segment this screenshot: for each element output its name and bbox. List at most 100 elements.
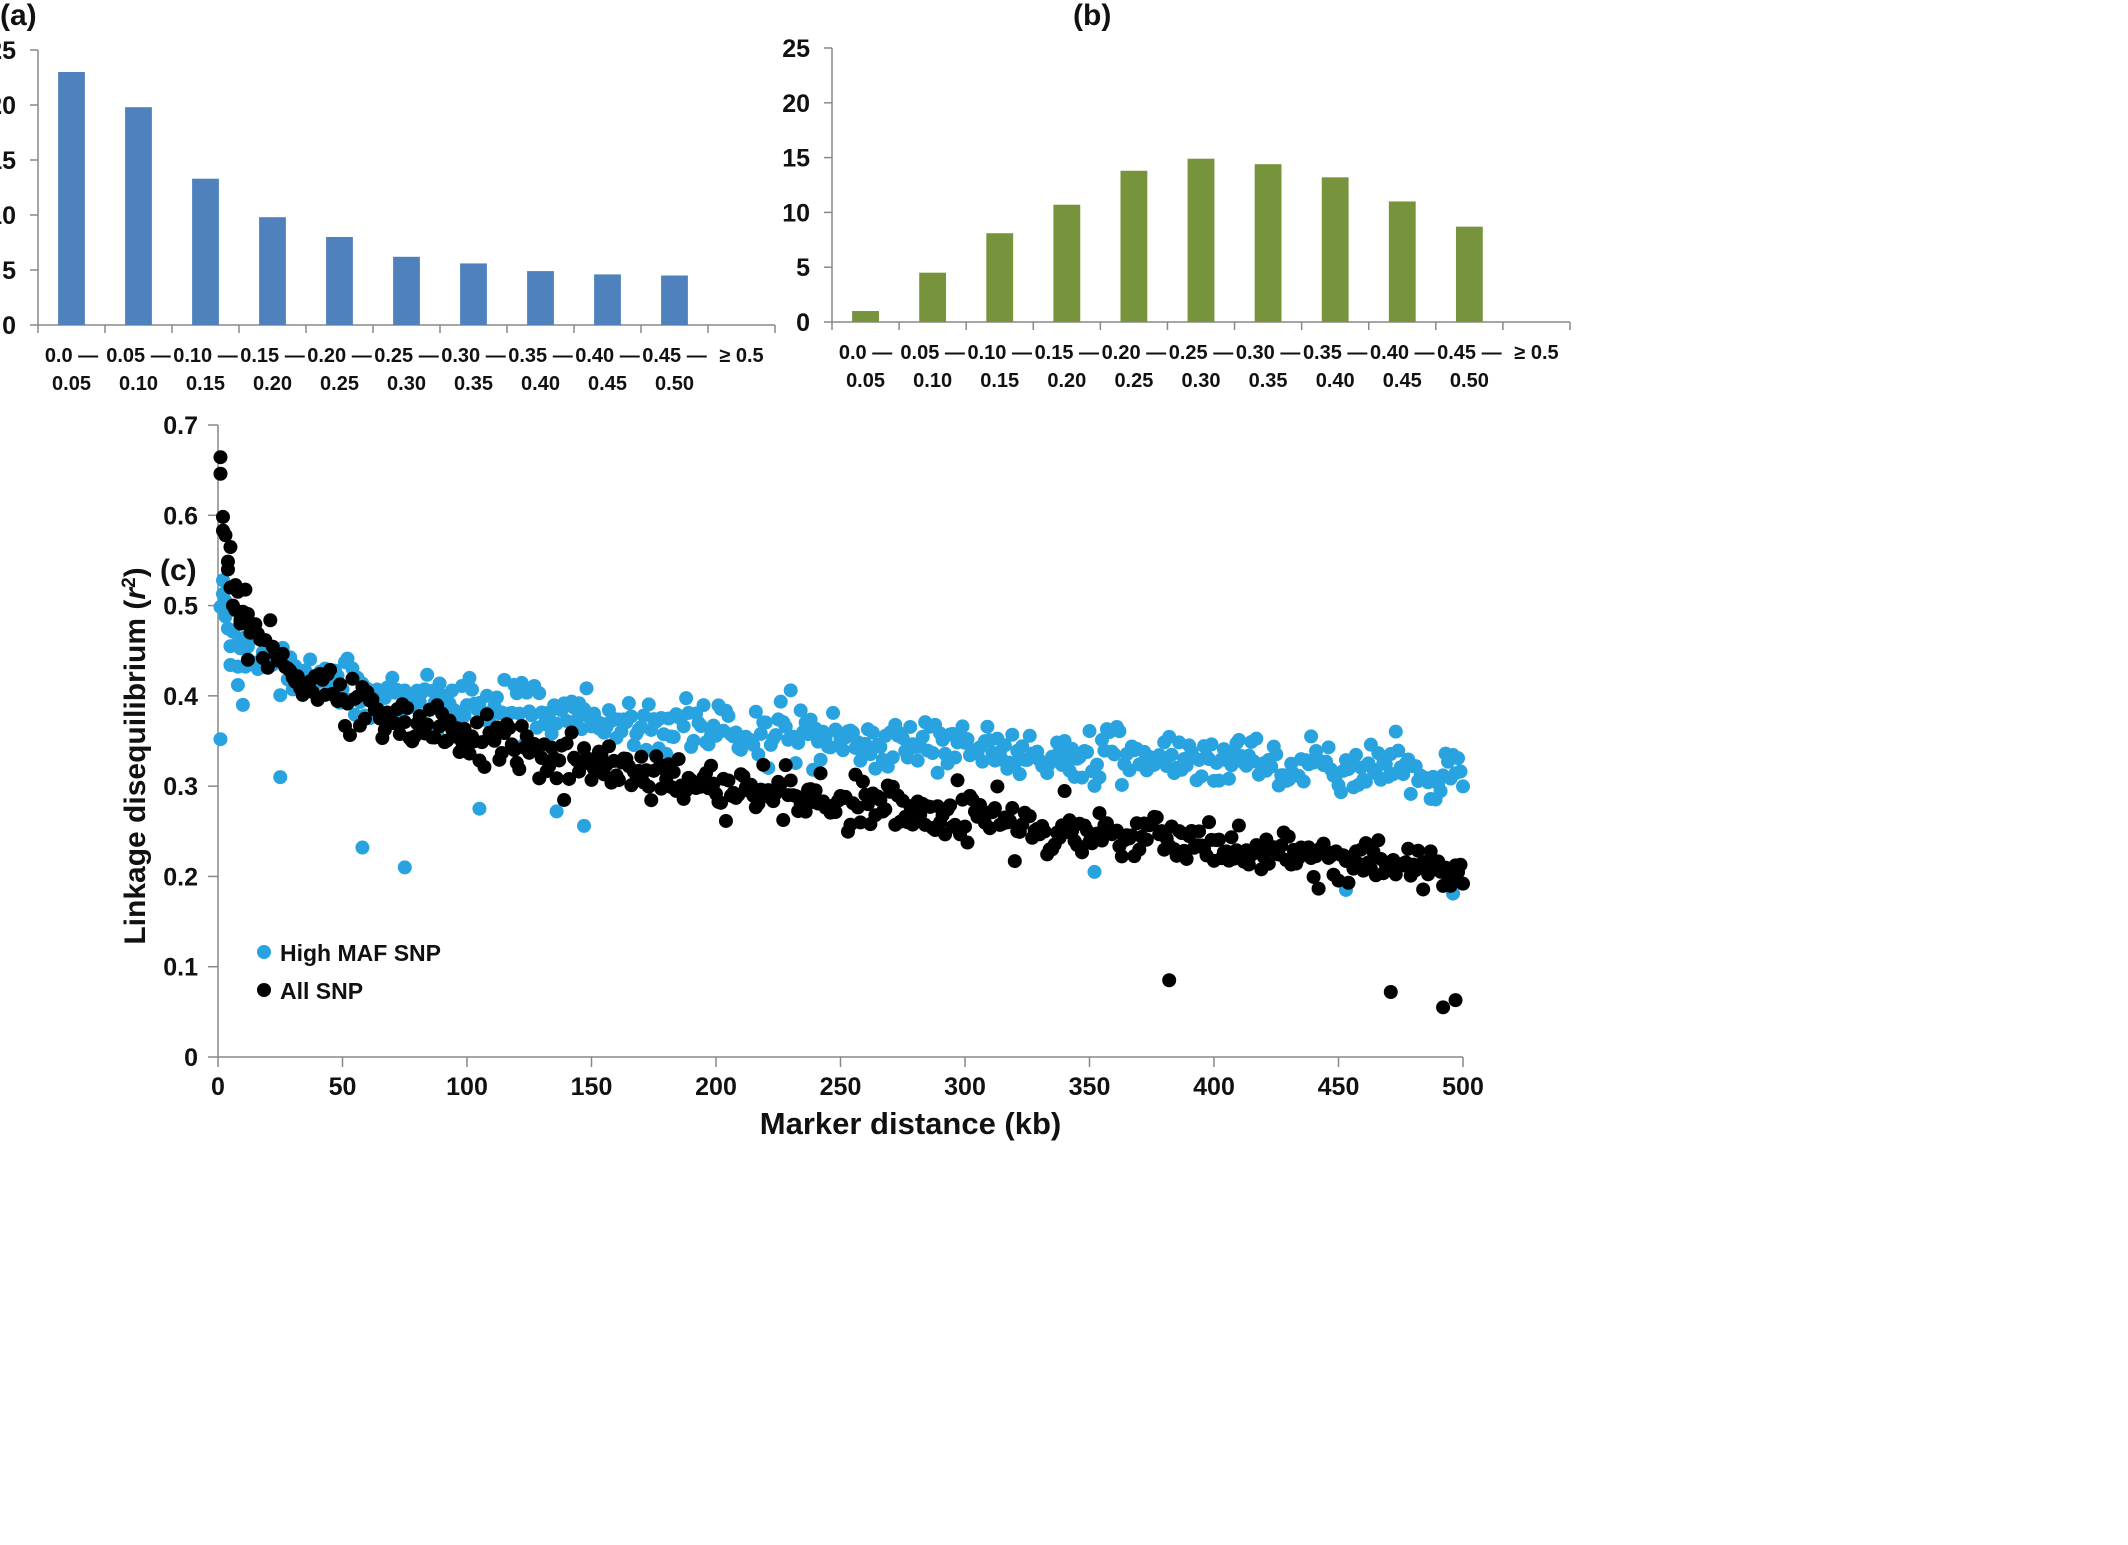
scatter-point [903,719,918,734]
y-tick-label: 15 [0,147,16,175]
scatter-point [1306,869,1321,884]
scatter-point [1082,724,1097,739]
scatter-point [1453,857,1468,872]
scatter-point [624,709,639,724]
scatter-point [915,729,930,744]
scatter-point [751,747,766,762]
scatter-point [557,792,572,807]
x-tick-label: 0.0 — [45,345,98,367]
scatter-point [552,753,567,768]
x-tick-label: 500 [1442,1073,1484,1101]
scatter-point [1089,757,1104,772]
x-tick-label: 0.0 — [839,342,892,364]
scatter-point [502,720,517,735]
x-tick-label: 0.10 [913,370,952,392]
y-tick-label: 20 [0,92,16,120]
scatter-point [1321,740,1336,755]
y-tick-label: 0 [2,312,16,340]
scatter-point [910,753,925,768]
x-tick-label: ≥ 0.5 [719,345,763,367]
scatter-point [813,752,828,767]
x-tick-label: 150 [571,1073,613,1101]
scatter-point [1224,830,1239,845]
scatter-point [987,801,1002,816]
scatter-point [223,639,238,654]
scatter-point [462,746,477,761]
scatter-point [577,818,592,833]
y-tick-label: 0.5 [163,593,198,621]
scatter-point [733,742,748,757]
x-tick-label: 0.35 [454,373,493,395]
scatter-point [1139,832,1154,847]
bar [594,274,621,325]
scatter-point [644,793,659,808]
scatter-point [420,717,435,732]
scatter-point [930,765,945,780]
scatter-point [905,817,920,832]
scatter-point [218,609,233,624]
scatter-point [1005,727,1020,742]
scatter-point [477,759,492,774]
scatter-point [1192,824,1207,839]
bar [1388,201,1416,322]
scatter-point [579,681,594,696]
bar [58,72,85,325]
scatter-point [1114,777,1129,792]
scatter-chart-c: 0 0.1 0.2 0.3 0.4 0.5 0.6 0.7 0 50 100 150 200 250 300… [119,412,1484,1141]
scatter-point [778,758,793,773]
y-tick-label: 0.7 [163,412,198,440]
scatter-point [955,719,970,734]
scatter-point [345,671,360,686]
scatter-point [860,797,875,812]
scatter-point [704,758,719,773]
scatter-point [303,652,318,667]
scatter-point [512,762,527,777]
scatter-point [748,704,763,719]
scatter-point [773,694,788,709]
scatter-point [1348,747,1363,762]
y-tick-label: 10 [0,202,16,230]
scatter-point [863,747,878,762]
scatter-point [756,757,771,772]
scatter-point [671,752,686,767]
scatter-point [679,691,694,706]
scatter-point [233,616,248,631]
scatter-point [1080,744,1095,759]
legend-label: High MAF SNP [280,940,441,966]
x-tick-label: 0.40 [521,373,560,395]
x-axis-title: Marker distance (kb) [760,1106,1062,1141]
scatter-point [1448,993,1463,1008]
scatter-point [943,798,958,813]
scatter-point [1231,818,1246,833]
scatter-point [878,802,893,817]
scatter-point [1451,751,1466,766]
scatter-point [1453,764,1468,779]
scatter-point [960,835,975,850]
scatter-point [713,795,728,810]
bar [259,217,286,325]
scatter-point [260,660,275,675]
scatter-point [532,686,547,701]
bar [1053,204,1081,322]
x-tick-label: 0.20 — [307,345,371,367]
scatter-point [397,715,412,730]
y-tick-label: 0.6 [163,502,198,530]
panel-label-b: (b) [1073,0,1111,32]
scatter-point [273,770,288,785]
x-tick-label: 0.20 — [1102,342,1166,364]
scatter-point [1221,771,1236,786]
scatter-point [1204,737,1219,752]
scatter-point [230,678,245,693]
scatter-point [960,732,975,747]
scatter-point [783,773,798,788]
bar [661,275,688,325]
x-tick-label: 0.15 — [1035,342,1099,364]
x-tick-label: 0.25 — [374,345,438,367]
y-tick-label: 0 [184,1044,198,1072]
scatter-point [1403,786,1418,801]
scatter-point [865,725,880,740]
x-tick-label: 0.30 [387,373,426,395]
scatter-point [1179,851,1194,866]
scatter-point [472,801,487,816]
